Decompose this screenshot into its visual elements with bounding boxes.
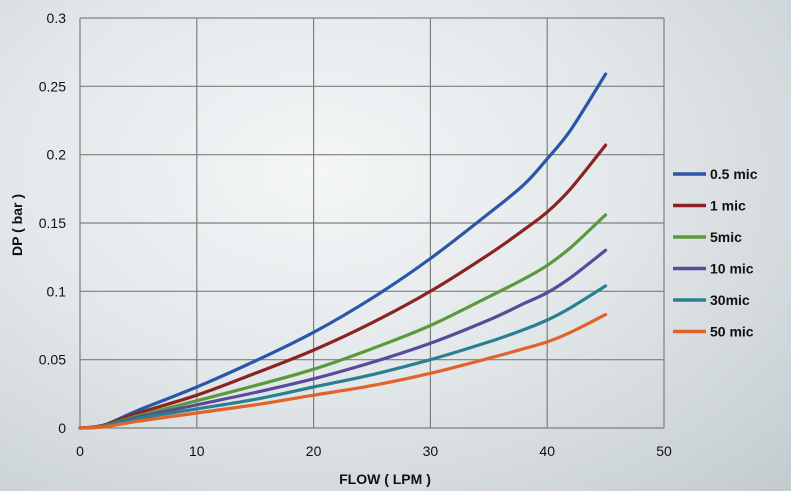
legend: 0.5 mic 1 mic 5mic 10 mic 30mic 50 mic xyxy=(673,166,758,340)
legend-label: 50 mic xyxy=(710,324,754,340)
x-tick-label: 20 xyxy=(306,443,322,459)
series-line-5 xyxy=(78,313,608,430)
y-tick-label: 0.1 xyxy=(47,283,67,299)
series-line-0 xyxy=(78,72,608,430)
series-line-2 xyxy=(78,213,608,430)
legend-label: 30mic xyxy=(710,292,750,308)
x-tick-label: 30 xyxy=(423,443,439,459)
y-tick-label: 0 xyxy=(58,420,66,436)
legend-label: 1 mic xyxy=(710,198,746,214)
series-line-4 xyxy=(78,284,608,430)
x-tick-label: 40 xyxy=(539,443,555,459)
y-tick-label: 0.15 xyxy=(39,215,66,231)
y-axis-title: DP ( bar ) xyxy=(9,194,25,256)
x-axis-title: FLOW ( LPM ) xyxy=(339,471,431,487)
x-tick-labels: 0 10 20 30 40 50 xyxy=(76,443,672,459)
y-tick-label: 0.25 xyxy=(39,78,66,94)
x-tick-label: 0 xyxy=(76,443,84,459)
series-lines xyxy=(78,72,608,430)
y-tick-label: 0.05 xyxy=(39,352,66,368)
legend-label: 10 mic xyxy=(710,261,754,277)
series-line-1 xyxy=(78,143,608,430)
x-tick-label: 10 xyxy=(189,443,205,459)
y-tick-label: 0.2 xyxy=(47,147,67,163)
y-tick-label: 0.3 xyxy=(47,10,67,26)
legend-label: 0.5 mic xyxy=(710,166,758,182)
y-tick-labels: 0 0.05 0.1 0.15 0.2 0.25 0.3 xyxy=(39,10,66,436)
x-tick-label: 50 xyxy=(656,443,672,459)
grid-lines xyxy=(79,17,665,429)
legend-label: 5mic xyxy=(710,229,742,245)
